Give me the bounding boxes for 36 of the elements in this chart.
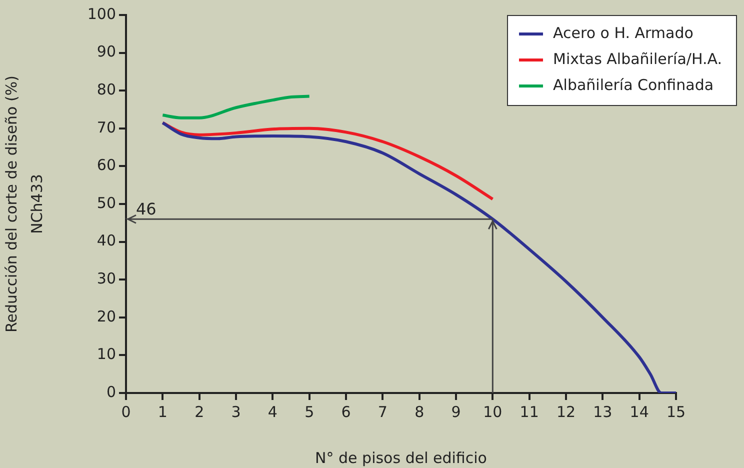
- x-tick-label: 8: [414, 402, 424, 421]
- x-tick-label: 5: [304, 402, 314, 421]
- x-tick-label: 10: [483, 402, 502, 421]
- y-tick-label: 90: [96, 42, 116, 61]
- x-tick-label: 7: [378, 402, 388, 421]
- line-series: [161, 94, 311, 120]
- y-tick-label: 20: [96, 307, 116, 326]
- y-tick-label: 70: [96, 118, 116, 136]
- legend-label: Albañilería Confinada: [553, 76, 714, 94]
- x-tick-label: 9: [451, 402, 461, 421]
- legend-label: Acero o H. Armado: [553, 24, 694, 42]
- ref-line-label: 46: [136, 199, 156, 218]
- legend-label: Mixtas Albañilería/H.A.: [553, 50, 722, 68]
- y-tick-label: 30: [96, 269, 116, 288]
- y-tick-label: 40: [96, 232, 116, 250]
- y-tick-label: 100: [87, 4, 116, 23]
- y-tick-label: 50: [96, 194, 116, 212]
- line-series: [161, 121, 676, 393]
- y-tick-label: 10: [96, 345, 116, 364]
- x-tick-label: 1: [158, 402, 168, 421]
- x-tick-label: 12: [556, 402, 576, 421]
- x-tick-label: 2: [194, 402, 204, 421]
- y-axis-title: Reducción del corte de diseño (%) NCh433: [2, 76, 46, 332]
- x-tick-label: 11: [520, 402, 539, 421]
- y-tick-label: 60: [96, 156, 116, 174]
- x-tick-label: 4: [268, 402, 278, 421]
- x-tick-label: 6: [341, 402, 351, 421]
- x-tick-label: 3: [231, 402, 241, 421]
- x-axis-title: N° de pisos del edificio: [315, 448, 487, 467]
- x-tick-label: 13: [593, 402, 612, 421]
- y-tick-label: 0: [106, 382, 116, 401]
- line-series: [161, 121, 494, 201]
- x-tick-label: 0: [121, 402, 131, 421]
- x-tick-label: 14: [630, 402, 649, 421]
- y-tick-label: 80: [96, 80, 116, 98]
- x-tick-label: 15: [666, 402, 686, 421]
